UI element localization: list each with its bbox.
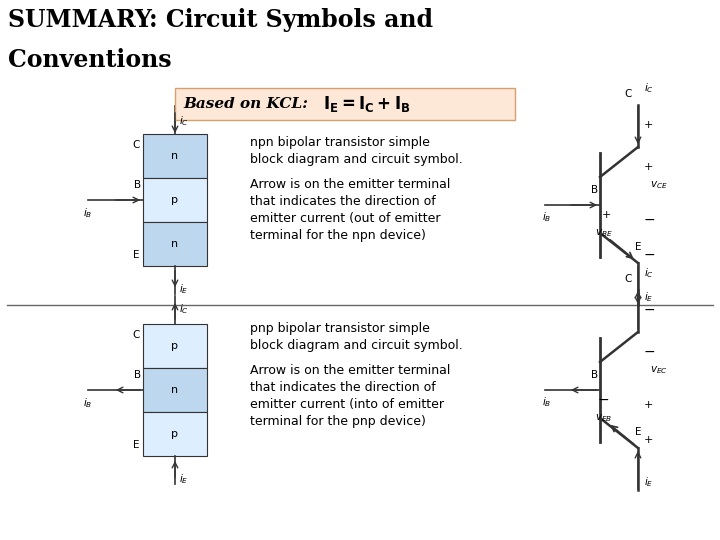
Text: −: − [598, 393, 610, 407]
Text: C: C [132, 330, 140, 340]
Text: $i_B$: $i_B$ [542, 395, 552, 409]
Text: $i_E$: $i_E$ [644, 475, 654, 489]
Text: $i_E$: $i_E$ [644, 290, 654, 304]
Text: npn bipolar transistor simple: npn bipolar transistor simple [250, 136, 430, 149]
Bar [143, 324, 207, 368]
Text: $v_{EB}$: $v_{EB}$ [595, 412, 612, 424]
Text: E: E [133, 250, 140, 260]
Bar [143, 412, 207, 456]
Text: $i_E$: $i_E$ [179, 472, 189, 486]
Text: C: C [624, 89, 631, 99]
Text: $\mathit{\mathbf{I_E = I_C + I_B}}$: $\mathit{\mathbf{I_E = I_C + I_B}}$ [323, 94, 410, 114]
Text: −: − [644, 213, 656, 227]
Bar [143, 368, 207, 412]
Text: C: C [624, 274, 631, 284]
Text: −: − [644, 345, 656, 359]
Text: B: B [591, 185, 598, 195]
Text: n: n [171, 239, 179, 249]
Text: E: E [635, 427, 642, 437]
Text: block diagram and circuit symbol.: block diagram and circuit symbol. [250, 153, 463, 166]
Text: +: + [644, 162, 653, 172]
Text: B: B [134, 370, 141, 380]
Text: $i_B$: $i_B$ [83, 396, 92, 410]
Text: Based on KCL:: Based on KCL: [183, 97, 313, 111]
Text: E: E [133, 440, 140, 450]
Text: Arrow is on the emitter terminal: Arrow is on the emitter terminal [250, 364, 451, 377]
Text: terminal for the npn device): terminal for the npn device) [250, 229, 426, 242]
Text: $i_B$: $i_B$ [83, 206, 92, 220]
Bar [175, 88, 515, 120]
Text: E: E [635, 242, 642, 252]
Text: +: + [602, 210, 611, 220]
Text: −: − [644, 303, 656, 317]
Text: $i_B$: $i_B$ [542, 210, 552, 224]
Text: emitter current (into of emitter: emitter current (into of emitter [250, 398, 444, 411]
Text: B: B [591, 370, 598, 380]
Text: p: p [171, 195, 179, 205]
Text: Arrow is on the emitter terminal: Arrow is on the emitter terminal [250, 178, 451, 191]
Text: emitter current (out of emitter: emitter current (out of emitter [250, 212, 441, 225]
Text: p: p [171, 429, 179, 439]
Text: $v_{EC}$: $v_{EC}$ [650, 364, 667, 376]
Text: +: + [644, 120, 653, 130]
Text: n: n [171, 385, 179, 395]
Text: −: − [644, 248, 656, 262]
Bar [143, 178, 207, 222]
Text: that indicates the direction of: that indicates the direction of [250, 195, 436, 208]
Text: C: C [132, 140, 140, 150]
Text: SUMMARY: Circuit Symbols and: SUMMARY: Circuit Symbols and [8, 8, 433, 32]
Text: $i_E$: $i_E$ [179, 282, 189, 296]
Bar [143, 134, 207, 178]
Text: pnp bipolar transistor simple: pnp bipolar transistor simple [250, 322, 430, 335]
Text: $i_C$: $i_C$ [179, 114, 189, 128]
Text: $i_C$: $i_C$ [179, 302, 189, 316]
Text: p: p [171, 341, 179, 351]
Text: $i_C$: $i_C$ [644, 81, 654, 95]
Text: that indicates the direction of: that indicates the direction of [250, 381, 436, 394]
Text: terminal for the pnp device): terminal for the pnp device) [250, 415, 426, 428]
Text: B: B [134, 180, 141, 190]
Text: +: + [644, 400, 653, 410]
Text: $i_C$: $i_C$ [644, 266, 654, 280]
Text: +: + [644, 435, 653, 445]
Text: block diagram and circuit symbol.: block diagram and circuit symbol. [250, 339, 463, 352]
Text: Conventions: Conventions [8, 48, 171, 72]
Text: n: n [171, 151, 179, 161]
Text: $v_{BE}$: $v_{BE}$ [595, 227, 613, 239]
Text: $v_{CE}$: $v_{CE}$ [650, 179, 667, 191]
Bar [143, 222, 207, 266]
